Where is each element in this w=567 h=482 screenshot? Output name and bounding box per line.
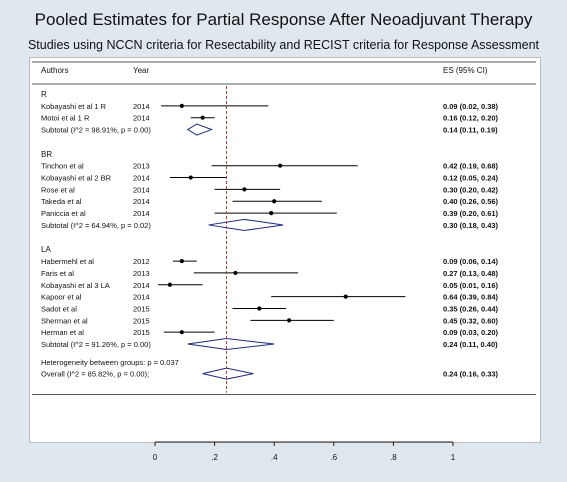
overall-es-label: 0.24 (0.16, 0.33) xyxy=(443,370,499,379)
study-author: Rose et al xyxy=(41,185,75,194)
x-tick-label: 1 xyxy=(451,453,456,462)
study-author: Faris et al xyxy=(41,269,74,278)
group-label: BR xyxy=(41,150,52,159)
chart-subtitle: Studies using NCCN criteria for Resectab… xyxy=(27,38,540,52)
study-point xyxy=(257,306,262,311)
study-point xyxy=(242,187,247,192)
study-point xyxy=(287,318,292,323)
study-es-label: 0.16 (0.12, 0.20) xyxy=(443,114,499,123)
study-year: 2014 xyxy=(133,293,150,302)
plot-panel xyxy=(29,57,541,443)
x-axis: 0 .2 .4 .6 .8 1 xyxy=(32,394,536,462)
study-year: 2015 xyxy=(133,316,150,325)
study-author: Kobayashi et al 1 R xyxy=(41,102,107,111)
study-author: Takeda et al xyxy=(41,197,82,206)
study-es-label: 0.39 (0.20, 0.61) xyxy=(443,209,499,218)
study-es-label: 0.09 (0.02, 0.38) xyxy=(443,102,499,111)
study-author: Kobayashi et al 2 BR xyxy=(41,174,112,183)
chart-title: Pooled Estimates for Partial Response Af… xyxy=(34,10,533,29)
study-author: Sadot et al xyxy=(41,304,77,313)
study-point xyxy=(269,210,274,216)
header-year: Year xyxy=(133,66,150,75)
study-es-label: 0.35 (0.26, 0.44) xyxy=(443,304,499,313)
study-year: 2014 xyxy=(133,174,150,183)
study-point xyxy=(233,270,238,276)
study-es-label: 0.05 (0.01, 0.16) xyxy=(443,281,499,290)
overall-label: Overall (I^2 = 85.82%, p = 0.00); xyxy=(41,370,149,379)
study-point xyxy=(179,103,184,108)
study-es-label: 0.45 (0.32, 0.60) xyxy=(443,316,499,325)
header-es: ES (95% CI) xyxy=(443,66,488,75)
subtotal-label: Subtotal (I^2 = 98.91%, p = 0.00) xyxy=(41,126,151,135)
study-year: 2014 xyxy=(133,114,150,123)
x-tick-label: .4 xyxy=(271,453,278,462)
study-year: 2012 xyxy=(133,257,150,266)
study-es-label: 0.27 (0.13, 0.48) xyxy=(443,269,499,278)
study-year: 2014 xyxy=(133,197,150,206)
forest-rows: R Kobayashi et al 1 R 2014 0.09 (0.02, 0.38… xyxy=(41,86,499,393)
study-year: 2014 xyxy=(133,209,150,218)
overall-diamond xyxy=(202,367,254,380)
group-label: R xyxy=(41,90,47,99)
subtotal-diamond xyxy=(187,338,275,351)
study-author: Kobayashi et al 3 LA xyxy=(41,281,110,290)
study-year: 2014 xyxy=(133,281,150,290)
study-es-label: 0.40 (0.26, 0.56) xyxy=(443,197,499,206)
x-tick-label: 0 xyxy=(153,453,158,462)
study-author: Habermehl et al xyxy=(41,257,94,266)
subtotal-es-label: 0.24 (0.11, 0.40) xyxy=(443,340,498,349)
study-author: Kapoor et al xyxy=(41,293,82,302)
study-year: 2013 xyxy=(133,269,150,278)
study-author: Sherman et al xyxy=(41,316,88,325)
study-point xyxy=(188,175,193,180)
study-author: Herman et al xyxy=(41,328,84,337)
study-year: 2015 xyxy=(133,304,150,313)
study-point xyxy=(343,294,348,299)
study-es-label: 0.12 (0.05, 0.24) xyxy=(443,174,499,183)
subtotal-diamond xyxy=(186,123,214,136)
subtotal-label: Subtotal (I^2 = 91.26%, p = 0.00) xyxy=(41,340,151,349)
study-point xyxy=(272,199,277,204)
subtotal-es-label: 0.30 (0.18, 0.43) xyxy=(443,221,499,230)
heterogeneity-label: Heterogeneity between groups: p = 0.037 xyxy=(41,358,179,367)
study-year: 2013 xyxy=(133,162,150,171)
study-point xyxy=(179,258,184,264)
subtotal-es-label: 0.14 (0.11, 0.19) xyxy=(443,126,498,135)
study-point xyxy=(278,163,283,168)
study-point xyxy=(179,330,184,335)
study-author: Paniccia et al xyxy=(41,209,86,218)
group-label: LA xyxy=(41,245,51,254)
study-point xyxy=(167,282,172,287)
study-es-label: 0.09 (0.06, 0.14) xyxy=(443,257,499,266)
study-year: 2015 xyxy=(133,328,150,337)
study-es-label: 0.30 (0.20, 0.42) xyxy=(443,185,499,194)
x-tick-label: .8 xyxy=(390,453,397,462)
x-tick-label: .2 xyxy=(211,453,218,462)
study-es-label: 0.42 (0.19, 0.68) xyxy=(443,162,499,171)
study-year: 2014 xyxy=(133,185,150,194)
subtotal-diamond xyxy=(208,218,284,231)
study-es-label: 0.64 (0.39, 0.84) xyxy=(443,293,499,302)
x-tick-label: .6 xyxy=(330,453,337,462)
study-year: 2014 xyxy=(133,102,150,111)
study-es-label: 0.09 (0.03, 0.20) xyxy=(443,328,499,337)
header-authors: Authors xyxy=(41,66,69,75)
study-point xyxy=(200,115,205,120)
study-author: Motoi et al 1 R xyxy=(41,114,90,123)
subtotal-label: Subtotal (I^2 = 64.94%, p = 0.02) xyxy=(41,221,151,230)
study-author: Tinchon et al xyxy=(41,162,84,171)
